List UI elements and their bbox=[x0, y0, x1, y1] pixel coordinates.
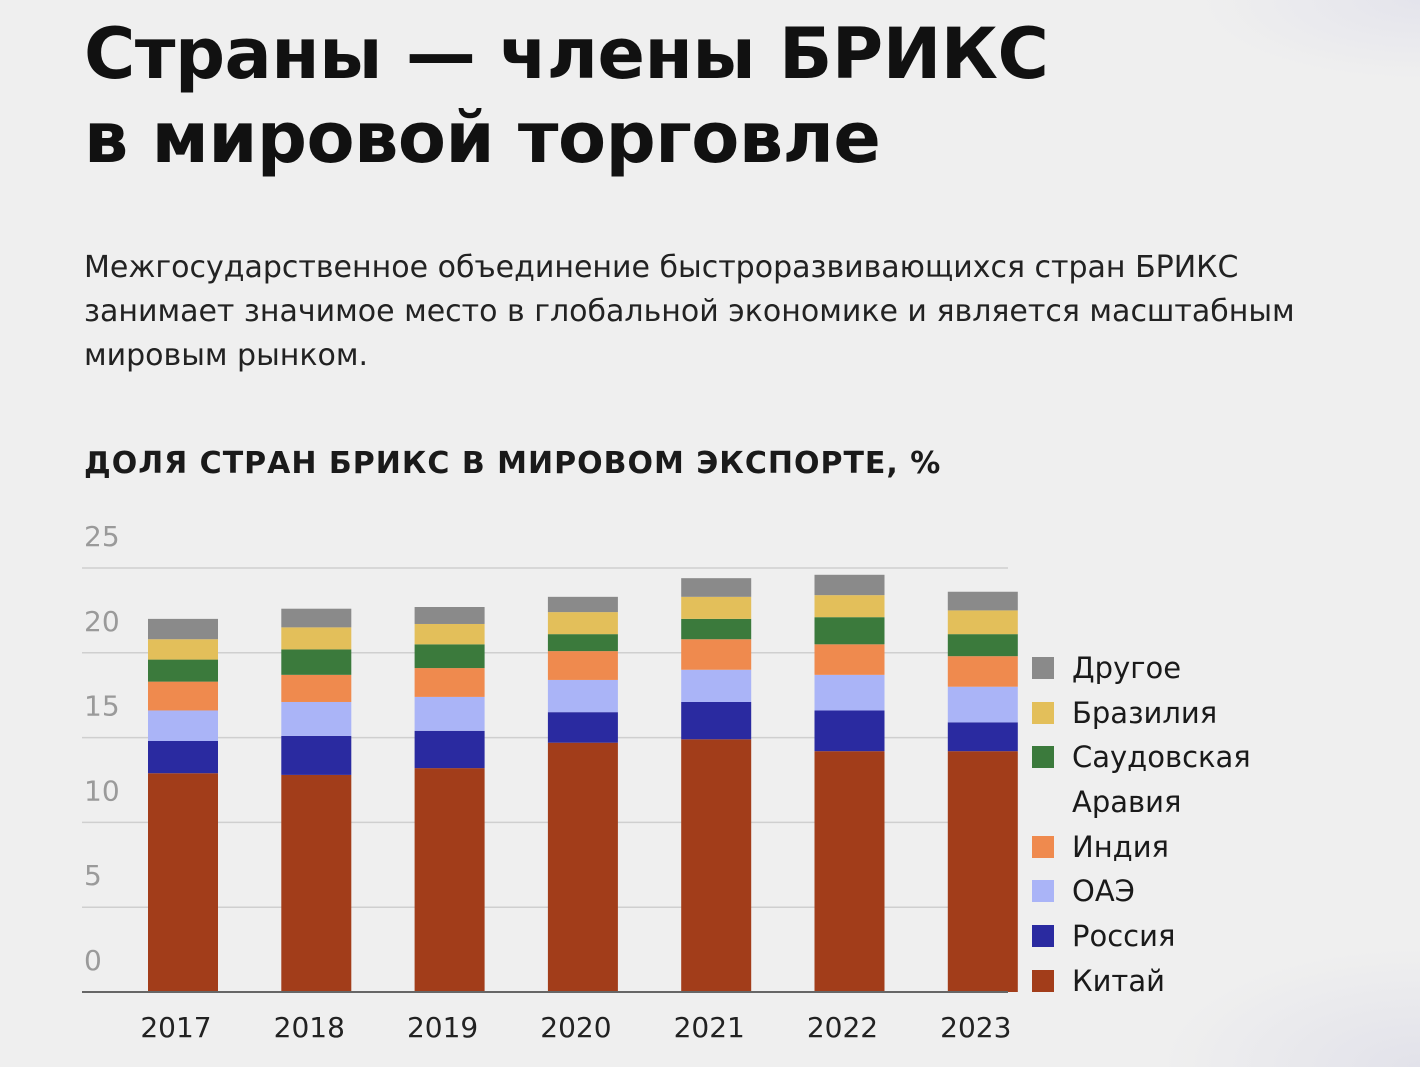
bar-segment-другое-2020 bbox=[547, 596, 618, 613]
bar-segment-оаэ-2020 bbox=[547, 679, 618, 713]
bar-segment-россия-2019 bbox=[414, 730, 485, 769]
bar-segment-оаэ-2019 bbox=[414, 696, 485, 731]
bar-segment-россия-2023 bbox=[947, 722, 1018, 752]
y-tick-label: 15 bbox=[84, 690, 120, 723]
bar-segment-оаэ-2022 bbox=[814, 674, 885, 711]
x-tick-label: 2018 bbox=[274, 1011, 345, 1044]
lead-paragraph: Межгосударственное объединение быстрораз… bbox=[84, 250, 1295, 373]
bar-segment-россия-2017 bbox=[148, 740, 218, 774]
x-tick-label: 2023 bbox=[940, 1011, 1011, 1044]
legend-item: ОАЭ bbox=[1032, 869, 1312, 914]
legend-item: Китай bbox=[1032, 959, 1312, 1004]
legend-label: Россия bbox=[1072, 919, 1176, 954]
bar-segment-бразилия-2018 bbox=[281, 627, 352, 650]
chart-legend: Другое Бразилия Саудовская Аравия Индия ОАЭ Р… bbox=[1032, 646, 1312, 1004]
bar-segment-китай-2019 bbox=[414, 768, 485, 992]
legend-swatch bbox=[1032, 925, 1054, 948]
legend-item: Бразилия bbox=[1032, 691, 1312, 736]
legend-swatch bbox=[1032, 835, 1054, 858]
bar-segment-другое-2017 bbox=[148, 618, 218, 640]
bar-segment-бразилия-2017 bbox=[148, 639, 218, 660]
bar-segment-россия-2018 bbox=[281, 735, 352, 775]
bar-segment-россия-2021 bbox=[681, 701, 752, 740]
legend-item: Другое bbox=[1032, 646, 1312, 691]
page-title-line-1: Страны — члены БРИКС bbox=[84, 13, 1049, 95]
legend-label: Китай bbox=[1072, 963, 1165, 998]
bar-segment-другое-2019 bbox=[414, 607, 485, 624]
bar-segment-другое-2021 bbox=[681, 578, 752, 597]
y-tick-label: 0 bbox=[84, 944, 102, 977]
bar-segment-бразилия-2019 bbox=[414, 623, 485, 645]
legend-label: ОАЭ bbox=[1072, 874, 1135, 909]
bar-segment-саудовская-аравия-2021 bbox=[681, 618, 752, 640]
legend-label: Индия bbox=[1072, 829, 1169, 864]
x-tick-label: 2019 bbox=[407, 1011, 478, 1044]
bar-segment-саудовская-аравия-2022 bbox=[814, 617, 885, 645]
legend-swatch bbox=[1032, 657, 1054, 679]
bar-segment-бразилия-2022 bbox=[814, 595, 885, 618]
legend-item: Россия bbox=[1032, 914, 1312, 959]
bar-segment-китай-2018 bbox=[281, 774, 352, 992]
legend-swatch bbox=[1032, 880, 1054, 903]
corner-glow-decoration-bottom bbox=[1160, 947, 1420, 1067]
x-tick-label: 2020 bbox=[540, 1011, 611, 1044]
y-tick-label: 10 bbox=[84, 774, 120, 807]
bar-segment-россия-2020 bbox=[547, 712, 618, 743]
bar-segment-бразилия-2023 bbox=[947, 610, 1018, 635]
y-tick-label: 25 bbox=[84, 520, 120, 553]
page-title: Страны — члены БРИКС в мировой торговле bbox=[84, 12, 1184, 180]
bar-segment-китай-2021 bbox=[681, 739, 752, 992]
chart-title: ДОЛЯ СТРАН БРИКС В МИРОВОМ ЭКСПОРТЕ, % bbox=[84, 446, 942, 481]
bar-segment-саудовская-аравия-2018 bbox=[281, 649, 352, 675]
x-tick-label: 2022 bbox=[807, 1011, 878, 1044]
bar-segment-индия-2020 bbox=[547, 651, 618, 680]
bar-segment-индия-2017 bbox=[148, 681, 218, 711]
bar-segment-индия-2023 bbox=[947, 656, 1018, 687]
legend-label: Другое bbox=[1072, 651, 1182, 685]
bar-segment-китай-2020 bbox=[547, 742, 618, 992]
bar-segment-россия-2022 bbox=[814, 710, 885, 752]
bar-segment-индия-2019 bbox=[414, 668, 485, 697]
bar-segment-китай-2022 bbox=[814, 751, 885, 992]
bar-segment-саудовская-аравия-2023 bbox=[947, 634, 1018, 657]
bar-segment-оаэ-2023 bbox=[947, 686, 1018, 723]
bar-segment-оаэ-2018 bbox=[281, 701, 352, 736]
legend-swatch bbox=[1032, 701, 1054, 724]
bar-segment-индия-2022 bbox=[814, 644, 885, 675]
bar-segment-бразилия-2021 bbox=[681, 596, 752, 619]
bar-segment-китай-2017 bbox=[148, 773, 218, 992]
bar-segment-оаэ-2017 bbox=[148, 710, 218, 741]
page-title-line-2: в мировой торговле bbox=[84, 97, 881, 179]
bar-segment-бразилия-2020 bbox=[547, 612, 618, 635]
legend-swatch bbox=[1032, 969, 1054, 992]
legend-item: Индия bbox=[1032, 825, 1312, 870]
x-tick-label: 2017 bbox=[140, 1011, 211, 1044]
bar-segment-оаэ-2021 bbox=[681, 669, 752, 702]
bar-segment-другое-2018 bbox=[281, 608, 352, 628]
legend-label: Бразилия bbox=[1072, 695, 1218, 730]
bar-segment-другое-2022 bbox=[814, 574, 885, 596]
corner-glow-decoration bbox=[1200, 0, 1420, 80]
bar-segment-саудовская-аравия-2019 bbox=[414, 644, 485, 669]
bar-segment-китай-2023 bbox=[947, 751, 1018, 992]
y-tick-label: 5 bbox=[84, 859, 102, 892]
legend-label: Саудовская Аравия bbox=[1072, 740, 1251, 820]
y-tick-label: 20 bbox=[84, 605, 120, 638]
x-tick-label: 2021 bbox=[674, 1011, 745, 1044]
bar-segment-индия-2021 bbox=[681, 639, 752, 670]
bar-segment-саудовская-аравия-2020 bbox=[547, 634, 618, 652]
bar-segment-другое-2023 bbox=[947, 591, 1018, 611]
bar-segment-индия-2018 bbox=[281, 674, 352, 702]
legend-swatch bbox=[1032, 746, 1054, 769]
bar-segment-саудовская-аравия-2017 bbox=[148, 659, 218, 682]
legend-item: Саудовская Аравия bbox=[1032, 735, 1312, 824]
